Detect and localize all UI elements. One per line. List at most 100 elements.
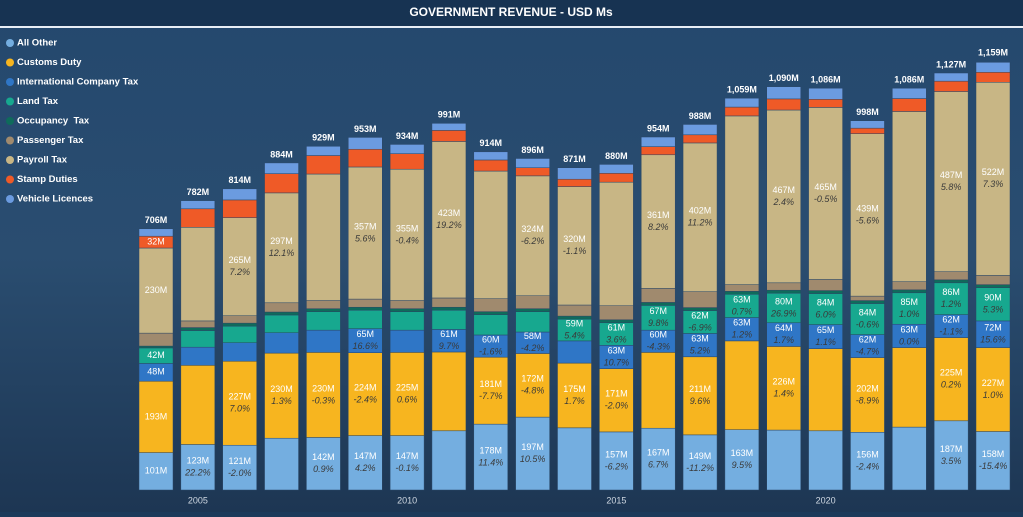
legend-label: Vehicle Licences [17,194,93,205]
bar-segment [473,311,509,315]
legend-swatch [6,195,14,203]
bar-segment [431,309,467,330]
growth-label: 1.0% [899,309,920,319]
growth-label: 3.6% [606,334,627,344]
value-label: 147M [396,451,419,461]
value-label: 101M [145,466,168,476]
bar-segment [473,423,509,491]
growth-label: -0.3% [312,395,336,405]
value-label: 147M [354,451,377,461]
bar-segment [180,208,216,228]
bar-segment [808,348,843,432]
bar-segment [933,337,969,422]
bar-segment [640,288,676,303]
value-label: 65M [817,325,835,335]
growth-label: 1.3% [271,396,292,406]
total-label: 953M [354,124,377,134]
bar-segment [348,306,383,311]
legend-swatch [6,175,14,184]
bar-segment [431,130,467,142]
growth-label: 9.7% [439,341,460,351]
value-label: 63M [608,345,626,355]
value-label: 320M [563,234,586,244]
value-label: 487M [940,170,963,180]
bar-segment [180,200,216,210]
bar-segment [264,173,299,194]
bar-segment [975,431,1011,491]
growth-label: 1.7% [564,396,585,406]
bar-segment [180,320,216,328]
value-label: 297M [270,236,293,246]
growth-label: 0.6% [397,394,418,404]
bar-segment [222,199,257,218]
bar-segment [808,290,843,294]
legend-swatch [6,58,14,67]
bar-segment [306,329,341,353]
value-label: 193M [145,411,168,421]
growth-label: -0.5% [814,194,838,204]
bar-segment [306,155,341,175]
total-label: 998M [856,107,879,117]
growth-label: 5.8% [941,182,962,192]
value-label: 230M [312,383,335,393]
value-label: 48M [147,367,165,377]
bar-segment [933,72,969,82]
bar-segment [473,170,509,299]
growth-label: 1.1% [815,337,836,347]
value-label: 230M [145,285,168,295]
bar-segment [850,432,885,491]
bar-segment [389,329,425,353]
bar-segment [473,151,509,161]
bar-segment [138,332,174,347]
legend-label: All Other [17,38,57,49]
growth-label: 9.8% [648,318,669,328]
value-label: 80M [775,296,793,306]
bar-segment [850,127,885,134]
total-label: 1,090M [769,73,799,83]
bar-segment [892,98,927,112]
bar-segment [557,315,592,320]
value-label: 90M [984,293,1002,303]
value-label: 465M [814,182,837,192]
bar-segment [640,154,676,289]
bar-segment [975,347,1011,432]
bar-segment [933,80,969,92]
growth-label: -1.1% [939,326,963,336]
value-label: 157M [605,449,628,459]
total-label: 1,086M [894,75,924,85]
total-label: 1,159M [978,48,1008,58]
total-label: 934M [396,131,419,141]
bar-segment [306,352,341,438]
growth-label: -0.6% [856,319,880,329]
value-label: 467M [772,185,795,195]
growth-label: 4.2% [355,463,376,473]
value-label: 67M [649,306,667,316]
value-label: 32M [147,236,165,246]
bar-segment [682,291,718,308]
value-label: 178M [480,445,503,455]
value-label: 42M [147,350,165,360]
growth-label: 7.3% [983,179,1004,189]
bar-segment [431,430,467,491]
bar-segment [766,282,801,291]
growth-label: 5.2% [690,346,711,356]
growth-label: -4.7% [856,346,880,356]
bar-segment [348,148,383,168]
growth-label: 19.2% [436,220,462,230]
legend-swatch [6,156,14,164]
legend-label: Occupancy Tax [17,116,90,127]
growth-label: 16.6% [352,341,378,351]
bar-segment [389,168,425,301]
bar-segment [180,346,216,366]
bar-segment [850,133,885,297]
bar-segment [306,146,341,156]
bar-segment [431,141,467,299]
bar-segment [640,302,676,306]
bar-segment [850,357,885,433]
value-label: 172M [521,374,544,384]
growth-label: 0.2% [941,380,962,390]
bar-segment [348,328,383,353]
bar-segment [389,308,425,312]
bar-segment [599,368,634,433]
bar-segment [222,444,257,491]
